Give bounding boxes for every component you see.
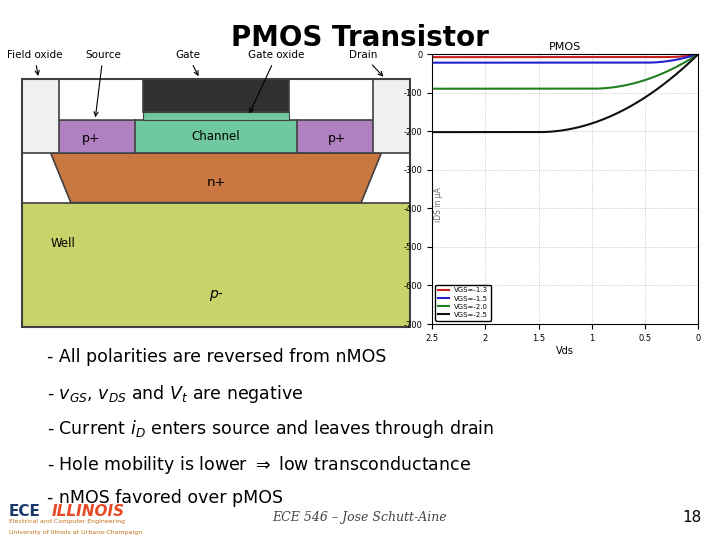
Polygon shape (143, 79, 289, 112)
Polygon shape (143, 112, 289, 120)
VGS=-1.5 (646, 59, 654, 66)
Text: Field oxide: Field oxide (6, 50, 63, 75)
Text: p+: p+ (82, 132, 100, 145)
Text: Source: Source (85, 50, 121, 116)
Text: p+: p+ (328, 132, 346, 145)
Text: p-: p- (209, 287, 223, 300)
Legend: VGS=-1.3, VGS=-1.5, VGS=-2.0, VGS=-2.5: VGS=-1.3, VGS=-1.5, VGS=-2.0, VGS=-2.5 (436, 285, 491, 321)
VGS=-1.3 (688, 52, 696, 58)
Text: - $v_{GS}$, $v_{DS}$ and $V_t$ are negative: - $v_{GS}$, $v_{DS}$ and $V_t$ are negat… (47, 383, 303, 406)
VGS=-1.3 (556, 54, 564, 60)
VGS=-1.3 (572, 54, 580, 60)
Polygon shape (50, 120, 143, 153)
Polygon shape (50, 153, 382, 202)
Text: ECE: ECE (9, 503, 40, 518)
Line: VGS=-2.0: VGS=-2.0 (432, 54, 698, 89)
Text: Gate: Gate (175, 50, 200, 75)
VGS=-2.0 (586, 85, 595, 92)
Text: Well: Well (50, 238, 75, 251)
Line: VGS=-1.3: VGS=-1.3 (432, 54, 698, 57)
VGS=-1.5 (554, 59, 563, 66)
Polygon shape (22, 202, 410, 327)
VGS=-1.5 (556, 59, 564, 66)
Line: VGS=-2.5: VGS=-2.5 (432, 54, 698, 132)
VGS=-1.5 (694, 51, 703, 57)
VGS=-2.0 (694, 51, 703, 57)
Text: n+: n+ (206, 176, 226, 188)
Text: 18: 18 (683, 510, 702, 525)
VGS=-1.3 (646, 54, 654, 60)
Text: - Hole mobility is lower $\Rightarrow$ low transconductance: - Hole mobility is lower $\Rightarrow$ l… (47, 454, 471, 476)
VGS=-2.0 (554, 85, 563, 92)
VGS=-1.5 (688, 53, 696, 59)
Text: - Current $i_D$ enters source and leaves through drain: - Current $i_D$ enters source and leaves… (47, 418, 494, 441)
VGS=-1.3 (586, 54, 595, 60)
Text: iDS in µA: iDS in µA (434, 187, 443, 222)
VGS=-2.0 (572, 85, 580, 92)
VGS=-2.5 (428, 129, 436, 136)
VGS=-2.5 (554, 127, 563, 134)
X-axis label: Vds: Vds (557, 346, 574, 355)
VGS=-2.5 (694, 51, 703, 57)
VGS=-2.5 (646, 91, 654, 97)
Text: ECE 546 – Jose Schutt-Aine: ECE 546 – Jose Schutt-Aine (273, 511, 447, 524)
VGS=-2.5 (688, 57, 696, 63)
Text: Drain: Drain (349, 50, 382, 76)
Polygon shape (22, 79, 59, 153)
VGS=-2.5 (586, 120, 595, 127)
VGS=-1.5 (572, 59, 580, 66)
VGS=-2.5 (572, 125, 580, 131)
Text: Channel: Channel (192, 130, 240, 143)
VGS=-1.3 (694, 51, 703, 57)
Polygon shape (289, 120, 382, 153)
Text: - All polarities are reversed from nMOS: - All polarities are reversed from nMOS (47, 348, 386, 366)
VGS=-2.0 (646, 75, 654, 82)
VGS=-2.5 (556, 127, 564, 134)
Text: Gate oxide: Gate oxide (248, 50, 305, 112)
Polygon shape (135, 120, 297, 153)
Text: - nMOS favored over pMOS: - nMOS favored over pMOS (47, 489, 283, 507)
VGS=-2.0 (428, 85, 436, 92)
Title: PMOS: PMOS (549, 42, 581, 52)
VGS=-2.0 (688, 55, 696, 61)
Line: VGS=-1.5: VGS=-1.5 (432, 54, 698, 63)
VGS=-1.5 (428, 59, 436, 66)
Text: PMOS Transistor: PMOS Transistor (231, 24, 489, 52)
Polygon shape (373, 79, 410, 153)
VGS=-1.5 (586, 59, 595, 66)
VGS=-2.0 (556, 85, 564, 92)
Text: ILLINOIS: ILLINOIS (52, 503, 125, 518)
Text: Electrical and Computer Engineering: Electrical and Computer Engineering (9, 519, 125, 524)
VGS=-1.3 (428, 54, 436, 60)
Text: University of Illinois at Urbana-Champaign: University of Illinois at Urbana-Champai… (9, 530, 142, 535)
VGS=-1.3 (554, 54, 563, 60)
